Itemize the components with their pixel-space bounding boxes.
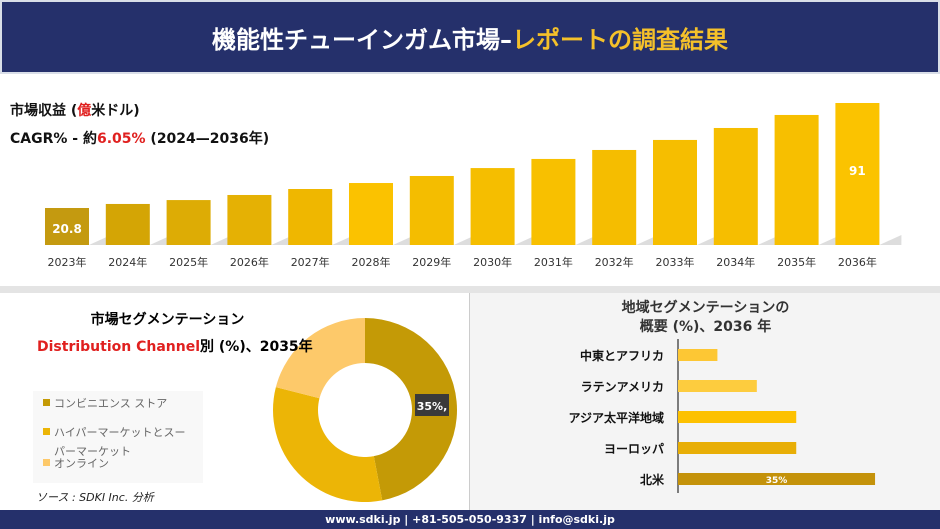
year-label: 2036年	[838, 255, 877, 269]
bar-shadow	[575, 235, 598, 245]
year-label: 2024年	[108, 255, 147, 269]
segment-subtitle: Distribution Channel別 (%)、2035年	[37, 339, 313, 355]
year-label: 2027年	[291, 255, 330, 269]
bar-shadow	[453, 235, 476, 245]
revenue-label: 市場収益 (億米ドル)	[10, 103, 140, 119]
revenue-bar	[653, 139, 697, 245]
revenue-bar	[470, 168, 515, 245]
region-label: ラテンアメリカ	[581, 380, 664, 394]
year-label: 2029年	[412, 255, 451, 269]
year-label: 2025年	[169, 255, 208, 269]
title-main: 機能性チューインガム市場–	[212, 25, 512, 54]
year-label: 2033年	[656, 255, 695, 269]
year-label: 2023年	[48, 255, 87, 269]
bar-shadow	[149, 235, 172, 245]
revenue-bar-chart: 2023年 20.8 2024年 2025年 2026年 2027年 2028年 2029年 2…	[45, 103, 902, 269]
revenue-bar	[592, 149, 637, 245]
legend-swatch	[43, 428, 50, 435]
donut-slice	[365, 318, 458, 501]
region-bar	[678, 473, 876, 485]
region-bar-value: 35%	[766, 476, 788, 486]
revenue-bar	[531, 158, 576, 245]
revenue-bar	[713, 127, 758, 245]
bar-value-label: 20.8	[52, 222, 82, 236]
bar-shadow	[757, 235, 780, 245]
region-bar	[678, 349, 718, 361]
revenue-bar	[166, 200, 211, 245]
legend-item-cont: パーマーケット	[54, 445, 131, 458]
bar-shadow	[818, 235, 841, 245]
legend-swatch	[43, 459, 50, 466]
header-banner: 機能性チューインガム市場– レポートの調査結果	[0, 0, 940, 74]
legend-item: オンライン	[43, 455, 109, 471]
region-segment-panel: 地域セグメンテーションの 概要 (%)、2036 年 中東とアフリカ ラテンアメリ…	[469, 293, 940, 510]
donut-data-label: 35%,	[417, 400, 448, 413]
legend-swatch	[43, 399, 50, 406]
revenue-bar	[409, 175, 454, 245]
legend-item: コンビニエンス ストア	[43, 395, 167, 411]
legend-item: ハイパーマーケットとスー	[43, 424, 186, 440]
region-title-line2: 概要 (%)、2036 年	[639, 319, 772, 335]
revenue-bar	[349, 183, 393, 245]
source-note: ソース : SDKI Inc. 分析	[36, 491, 154, 504]
bar-shadow	[271, 235, 294, 245]
bar-shadow	[879, 235, 902, 245]
bar-shadow	[393, 235, 415, 245]
bar-value-label: 91	[849, 164, 866, 178]
revenue-bar	[105, 203, 150, 245]
donut-legend: コンビニエンス ストア ハイパーマーケットとスー パーマーケット オンライン	[33, 391, 203, 483]
channel-segment-panel: 35%, 市場セグメンテーション Distribution Channel別 (…	[0, 293, 468, 510]
region-title-line1: 地域セグメンテーションの	[621, 300, 790, 316]
bar-shadow	[636, 235, 659, 245]
year-label: 2032年	[595, 255, 634, 269]
donut-label-box	[415, 394, 449, 416]
bar-shadow	[332, 235, 355, 245]
year-label: 2034年	[716, 255, 755, 269]
revenue-bar	[288, 189, 333, 245]
revenue-bar	[774, 114, 819, 245]
year-label: 2035年	[777, 255, 816, 269]
region-bar	[678, 411, 797, 423]
year-label: 2028年	[352, 255, 391, 269]
revenue-bar	[835, 103, 880, 245]
donut-slice	[272, 387, 383, 502]
revenue-bar	[227, 194, 272, 245]
title-highlight: レポートの調査結果	[512, 25, 728, 54]
region-label: 中東とアフリカ	[580, 348, 664, 363]
region-label: 北米	[640, 472, 665, 487]
channel-donut-chart: 35%,	[272, 318, 458, 502]
cagr-label: CAGR% - 約6.05% (2024—2036年)	[10, 131, 270, 147]
bar-shadow	[697, 235, 719, 245]
donut-slice	[275, 318, 365, 399]
revenue-bar	[45, 207, 89, 245]
bar-shadow	[514, 235, 537, 245]
footer-contact: www.sdki.jp | +81-505-050-9337 | info@sd…	[0, 510, 940, 529]
bar-shadow	[89, 235, 111, 245]
region-bar	[678, 380, 757, 392]
region-label: アジア太平洋地域	[568, 410, 664, 425]
revenue-panel: 2023年 20.8 2024年 2025年 2026年 2027年 2028年 2029年 2…	[0, 74, 940, 286]
year-label: 2030年	[473, 255, 512, 269]
region-bar	[678, 442, 797, 454]
bar-shadow	[210, 235, 233, 245]
year-label: 2031年	[534, 255, 573, 269]
year-label: 2026年	[230, 255, 269, 269]
segment-title: 市場セグメンテーション	[90, 312, 245, 328]
divider	[0, 286, 940, 293]
region-label: ヨーロッパ	[604, 442, 664, 456]
